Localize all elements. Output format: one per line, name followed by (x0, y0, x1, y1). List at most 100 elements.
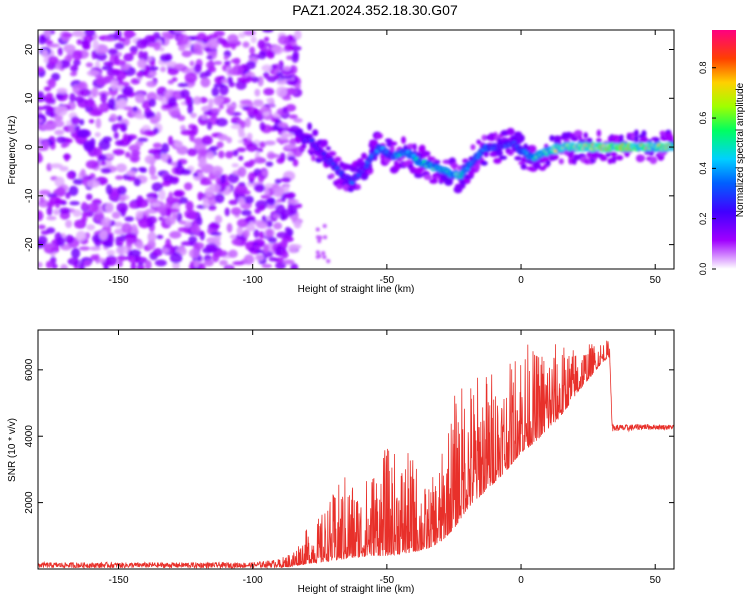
spectrogram-noise-blob (153, 41, 161, 51)
snr-panel: -150 -100 -50 0 50 2000 4000 6000 Height of str… (7, 329, 675, 595)
spectrogram-noise-blob (246, 132, 253, 141)
spectrogram-noise-blob (254, 208, 261, 214)
spectrogram-noise-blob (47, 55, 59, 65)
spectrogram-noise-blob (215, 117, 228, 127)
spectrogram-noise-blob (128, 144, 141, 152)
spectrogram-noise-blob (130, 78, 141, 85)
spectrogram-noise-blob (137, 59, 147, 69)
spectrogram-noise-blob (38, 224, 46, 230)
spectrogram-noise-blob (265, 228, 274, 238)
spectrogram-noise-blob (285, 80, 298, 86)
spectrogram-noise-blob (169, 231, 182, 239)
spectrogram-noise-blob (250, 76, 260, 83)
spectrogram-noise-blob (121, 88, 132, 95)
spectrogram-x-tick-label: -100 (243, 275, 263, 286)
spectrogram-noise-blob (294, 83, 301, 90)
spectrogram-noise-blob (81, 215, 88, 223)
spectrogram-ridge-halo (601, 155, 608, 162)
spectrogram-noise-blob (72, 84, 79, 94)
spectrogram-noise-blob (137, 137, 149, 143)
spectrogram-noise-blob (38, 35, 47, 45)
spectrogram-ridge-core (335, 166, 340, 170)
spectrogram-noise-blob (85, 193, 93, 201)
colorbar-tick-label: 0.6 (698, 112, 708, 125)
spectrogram-noise-blob (257, 39, 266, 50)
spectrogram-ridge-halo (619, 134, 624, 140)
spectrogram-stray-blob (326, 259, 331, 264)
spectrogram-noise-blob (281, 238, 288, 249)
spectrogram-noise-blob (80, 168, 86, 177)
spectrogram-noise-blob (290, 263, 299, 269)
spectrogram-ridge-halo (610, 151, 618, 157)
spectrogram-noise-blob (236, 226, 244, 237)
spectrogram-noise-blob (266, 75, 278, 83)
spectrogram-ridge-halo (418, 144, 426, 153)
spectrogram-noise-blob (146, 208, 155, 214)
spectrogram-noise-blob (69, 123, 75, 133)
spectrogram-noise-blob (238, 197, 245, 206)
spectrogram-noise-blob (54, 105, 68, 117)
spectrogram-noise-blob (164, 216, 176, 225)
spectrogram-noise-blob (230, 42, 237, 50)
colorbar-label: Normalized spectral amplitude (735, 82, 746, 217)
spectrogram-noise-blob (187, 104, 194, 115)
spectrogram-noise-blob (99, 230, 108, 241)
spectrogram-noise-blob (177, 82, 189, 88)
spectrogram-noise-blob (231, 238, 242, 246)
spectrogram-ridge-halo (301, 144, 307, 149)
spectrogram-noise-blob (208, 39, 219, 50)
spectrogram-ridge-halo (325, 146, 331, 151)
spectrogram-noise-blob (267, 197, 276, 206)
colorbar-tick-label: 0.4 (698, 162, 708, 175)
spectrogram-noise-blob (105, 202, 115, 214)
spectrogram-noise-blob (119, 196, 126, 202)
spectrogram-noise-blob (211, 112, 217, 119)
spectrogram-noise-blob (152, 142, 162, 149)
spectrogram-ridge-halo (520, 163, 527, 170)
spectrogram-noise-blob (293, 30, 302, 40)
spectrogram-ridge-core (321, 152, 326, 156)
spectrogram-noise-blob (265, 161, 274, 167)
spectrogram-ridge-halo (414, 173, 423, 179)
spectrogram-noise-blob (144, 154, 157, 165)
spectrogram-noise-blob (173, 30, 187, 33)
spectrogram-noise-blob (238, 131, 246, 138)
spectrogram-noise-blob (130, 261, 137, 269)
spectrogram-noise-blob (227, 34, 239, 44)
spectrogram-ridge-halo (624, 150, 630, 158)
spectrogram-noise-blob (226, 105, 235, 116)
spectrogram-noise-blob (253, 219, 264, 226)
spectrogram-noise-blob (72, 50, 83, 61)
spectrogram-noise-blob (213, 83, 225, 88)
spectrogram-noise-blob (277, 35, 289, 45)
spectrogram-noise-blob (146, 111, 156, 118)
spectrogram-noise-blob (72, 178, 85, 185)
colorbar-tick-label: 0.8 (698, 61, 708, 74)
spectrogram-noise-blob (148, 98, 156, 107)
snr-x-tick-label: -50 (380, 575, 395, 586)
spectrogram-noise-blob (169, 252, 183, 264)
spectrogram-noise-blob (276, 79, 288, 86)
spectrogram-noise-blob (245, 75, 253, 82)
spectrogram-noise-blob (45, 92, 54, 102)
spectrogram-ridge-halo (375, 133, 383, 139)
spectrogram-ridge-halo (607, 158, 613, 165)
spectrogram-noise-blob (77, 82, 86, 90)
spectrogram-noise-blob (113, 59, 127, 66)
spectrogram-ridge-halo (639, 155, 646, 162)
colorbar: 0.0 0.2 0.4 0.6 0.8 Normalized spectral ampl… (698, 30, 746, 275)
spectrogram-noise-blob (106, 249, 115, 256)
spectrogram-noise-blob (230, 124, 243, 130)
spectrogram-noise-blob (188, 212, 197, 220)
spectrogram-noise-blob (86, 224, 96, 231)
spectrogram-noise-blob (81, 39, 90, 50)
spectrogram-noise-blob (69, 71, 77, 77)
spectrogram-noise-blob (146, 216, 158, 225)
spectrogram-noise-blob (60, 263, 68, 269)
snr-frame (37, 329, 675, 570)
spectrogram-noise-blob (171, 77, 178, 82)
spectrogram-noise-blob (248, 159, 256, 166)
spectrogram-noise-blob (121, 222, 132, 234)
spectrogram-noise-blob (252, 100, 264, 107)
